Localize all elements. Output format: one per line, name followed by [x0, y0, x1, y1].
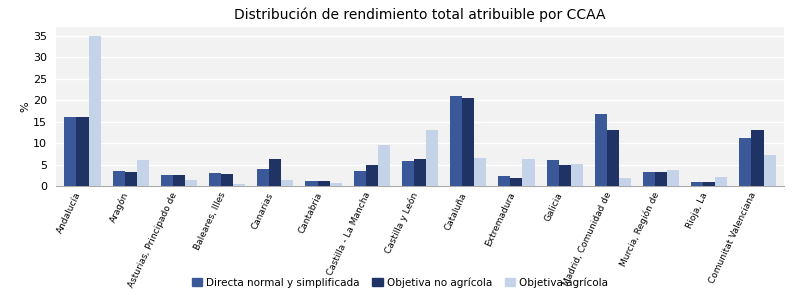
Bar	[161, 175, 173, 186]
Bar	[270, 159, 282, 186]
Bar	[366, 164, 378, 186]
Bar	[221, 173, 233, 186]
Bar	[185, 180, 197, 186]
Title: Distribución de rendimiento total atribuible por CCAA: Distribución de rendimiento total atribu…	[234, 7, 606, 22]
Bar	[209, 173, 221, 186]
Bar	[739, 138, 751, 186]
Bar	[763, 155, 775, 186]
Bar	[619, 178, 631, 186]
Bar	[667, 170, 679, 186]
Bar	[510, 178, 522, 186]
Bar	[330, 183, 342, 186]
Bar	[306, 181, 318, 186]
Bar	[498, 176, 510, 186]
Bar	[522, 159, 534, 186]
Bar	[558, 164, 570, 186]
Bar	[77, 117, 89, 186]
Bar	[125, 172, 137, 186]
Y-axis label: %: %	[20, 101, 30, 112]
Bar	[570, 164, 582, 186]
Bar	[426, 130, 438, 186]
Bar	[414, 159, 426, 186]
Legend: Directa normal y simplificada, Objetiva no agrícola, Objetiva agrícola: Directa normal y simplificada, Objetiva …	[187, 273, 613, 292]
Bar	[474, 158, 486, 186]
Bar	[378, 145, 390, 186]
Bar	[65, 117, 77, 186]
Bar	[318, 181, 330, 186]
Bar	[546, 160, 558, 186]
Bar	[751, 130, 763, 186]
Bar	[594, 114, 607, 186]
Bar	[450, 96, 462, 186]
Bar	[113, 171, 125, 186]
Bar	[703, 182, 715, 186]
Bar	[607, 130, 619, 186]
Bar	[691, 182, 703, 186]
Bar	[655, 172, 667, 186]
Bar	[402, 161, 414, 186]
Bar	[89, 36, 101, 186]
Bar	[282, 180, 294, 186]
Bar	[258, 169, 270, 186]
Bar	[643, 172, 655, 186]
Bar	[354, 171, 366, 186]
Bar	[173, 175, 185, 186]
Bar	[462, 98, 474, 186]
Bar	[715, 176, 727, 186]
Bar	[233, 184, 246, 186]
Bar	[137, 160, 149, 186]
